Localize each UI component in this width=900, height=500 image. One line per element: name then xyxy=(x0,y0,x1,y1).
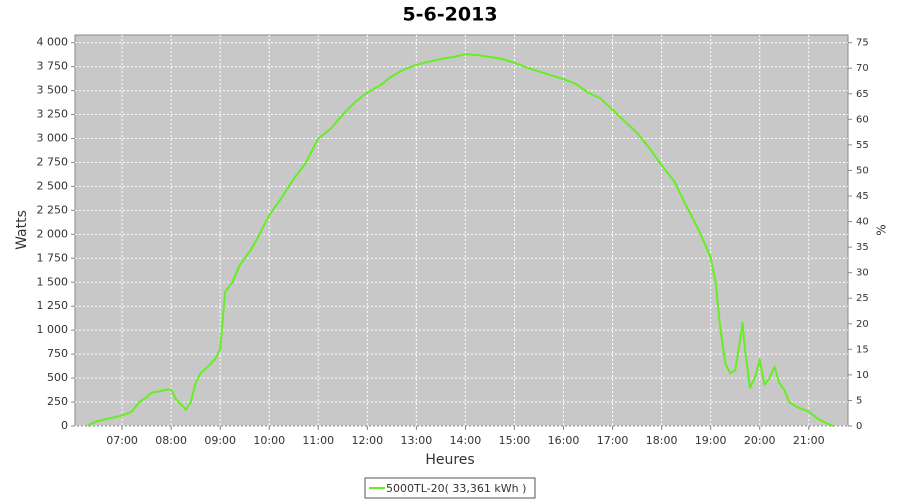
y2-tick-label: 5 xyxy=(856,395,862,406)
x-tick-label: 16:00 xyxy=(548,434,580,447)
x-tick-label: 08:00 xyxy=(155,434,187,447)
y2-tick-label: 75 xyxy=(856,38,869,49)
y-axis-label: Watts xyxy=(14,210,30,250)
y-tick-label: 3 250 xyxy=(37,108,69,121)
y2-tick-label: 10 xyxy=(856,370,869,381)
y-tick-label: 2 250 xyxy=(37,203,69,216)
y-tick-label: 2 000 xyxy=(37,227,69,240)
x-tick-label: 07:00 xyxy=(106,434,138,447)
y2-tick-label: 60 xyxy=(856,114,869,125)
series-line xyxy=(87,53,834,427)
x-tick-label: 14:00 xyxy=(450,434,482,447)
y2-tick-label: 50 xyxy=(856,165,869,176)
x-tick-label: 09:00 xyxy=(204,434,236,447)
x-tick-label: 18:00 xyxy=(646,434,678,447)
y2-tick-label: 65 xyxy=(856,89,869,100)
y2-tick-label: 15 xyxy=(856,344,869,355)
x-tick-label: 19:00 xyxy=(695,434,727,447)
y2-tick-label: 25 xyxy=(856,293,869,304)
x-tick-label: 15:00 xyxy=(499,434,531,447)
chart-title: 5-6-2013 xyxy=(402,4,497,26)
plot-area xyxy=(74,34,849,427)
y-tick-label: 4 000 xyxy=(37,36,69,49)
y-tick-label: 3 750 xyxy=(37,60,69,73)
legend-label: 5000TL-20( 33,361 kWh ) xyxy=(386,482,526,495)
y-tick-label: 750 xyxy=(47,347,68,360)
y2-tick-label: 20 xyxy=(856,319,869,330)
y-tick-label: 3 000 xyxy=(37,132,69,145)
x-axis-label: Heures xyxy=(425,452,474,468)
y-tick-label: 3 500 xyxy=(37,84,69,97)
y2-tick-label: 70 xyxy=(856,63,869,74)
x-tick-label: 10:00 xyxy=(253,434,285,447)
y-tick-label: 1 250 xyxy=(37,299,69,312)
y-tick-label: 250 xyxy=(47,395,68,408)
y-tick-label: 500 xyxy=(47,371,68,384)
y2-tick-label: 40 xyxy=(856,217,869,228)
y2-axis-label: % xyxy=(875,224,889,235)
y2-tick-label: 55 xyxy=(856,140,869,151)
x-tick-label: 17:00 xyxy=(597,434,629,447)
y-tick-label: 1 500 xyxy=(37,275,69,288)
y-tick-label: 2 750 xyxy=(37,155,69,168)
x-tick-label: 21:00 xyxy=(793,434,825,447)
x-tick-label: 13:00 xyxy=(401,434,433,447)
y2-tick-label: 45 xyxy=(856,191,869,202)
x-tick-label: 20:00 xyxy=(744,434,776,447)
x-tick-label: 12:00 xyxy=(351,434,383,447)
y-tick-label: 2 500 xyxy=(37,179,69,192)
y-tick-label: 0 xyxy=(61,419,68,432)
x-tick-label: 11:00 xyxy=(302,434,334,447)
y2-tick-label: 35 xyxy=(856,242,869,253)
y-tick-label: 1 750 xyxy=(37,251,69,264)
legend xyxy=(364,477,536,499)
y2-tick-label: 30 xyxy=(856,268,869,279)
y-tick-label: 1 000 xyxy=(37,323,69,336)
y2-tick-label: 0 xyxy=(856,421,862,432)
